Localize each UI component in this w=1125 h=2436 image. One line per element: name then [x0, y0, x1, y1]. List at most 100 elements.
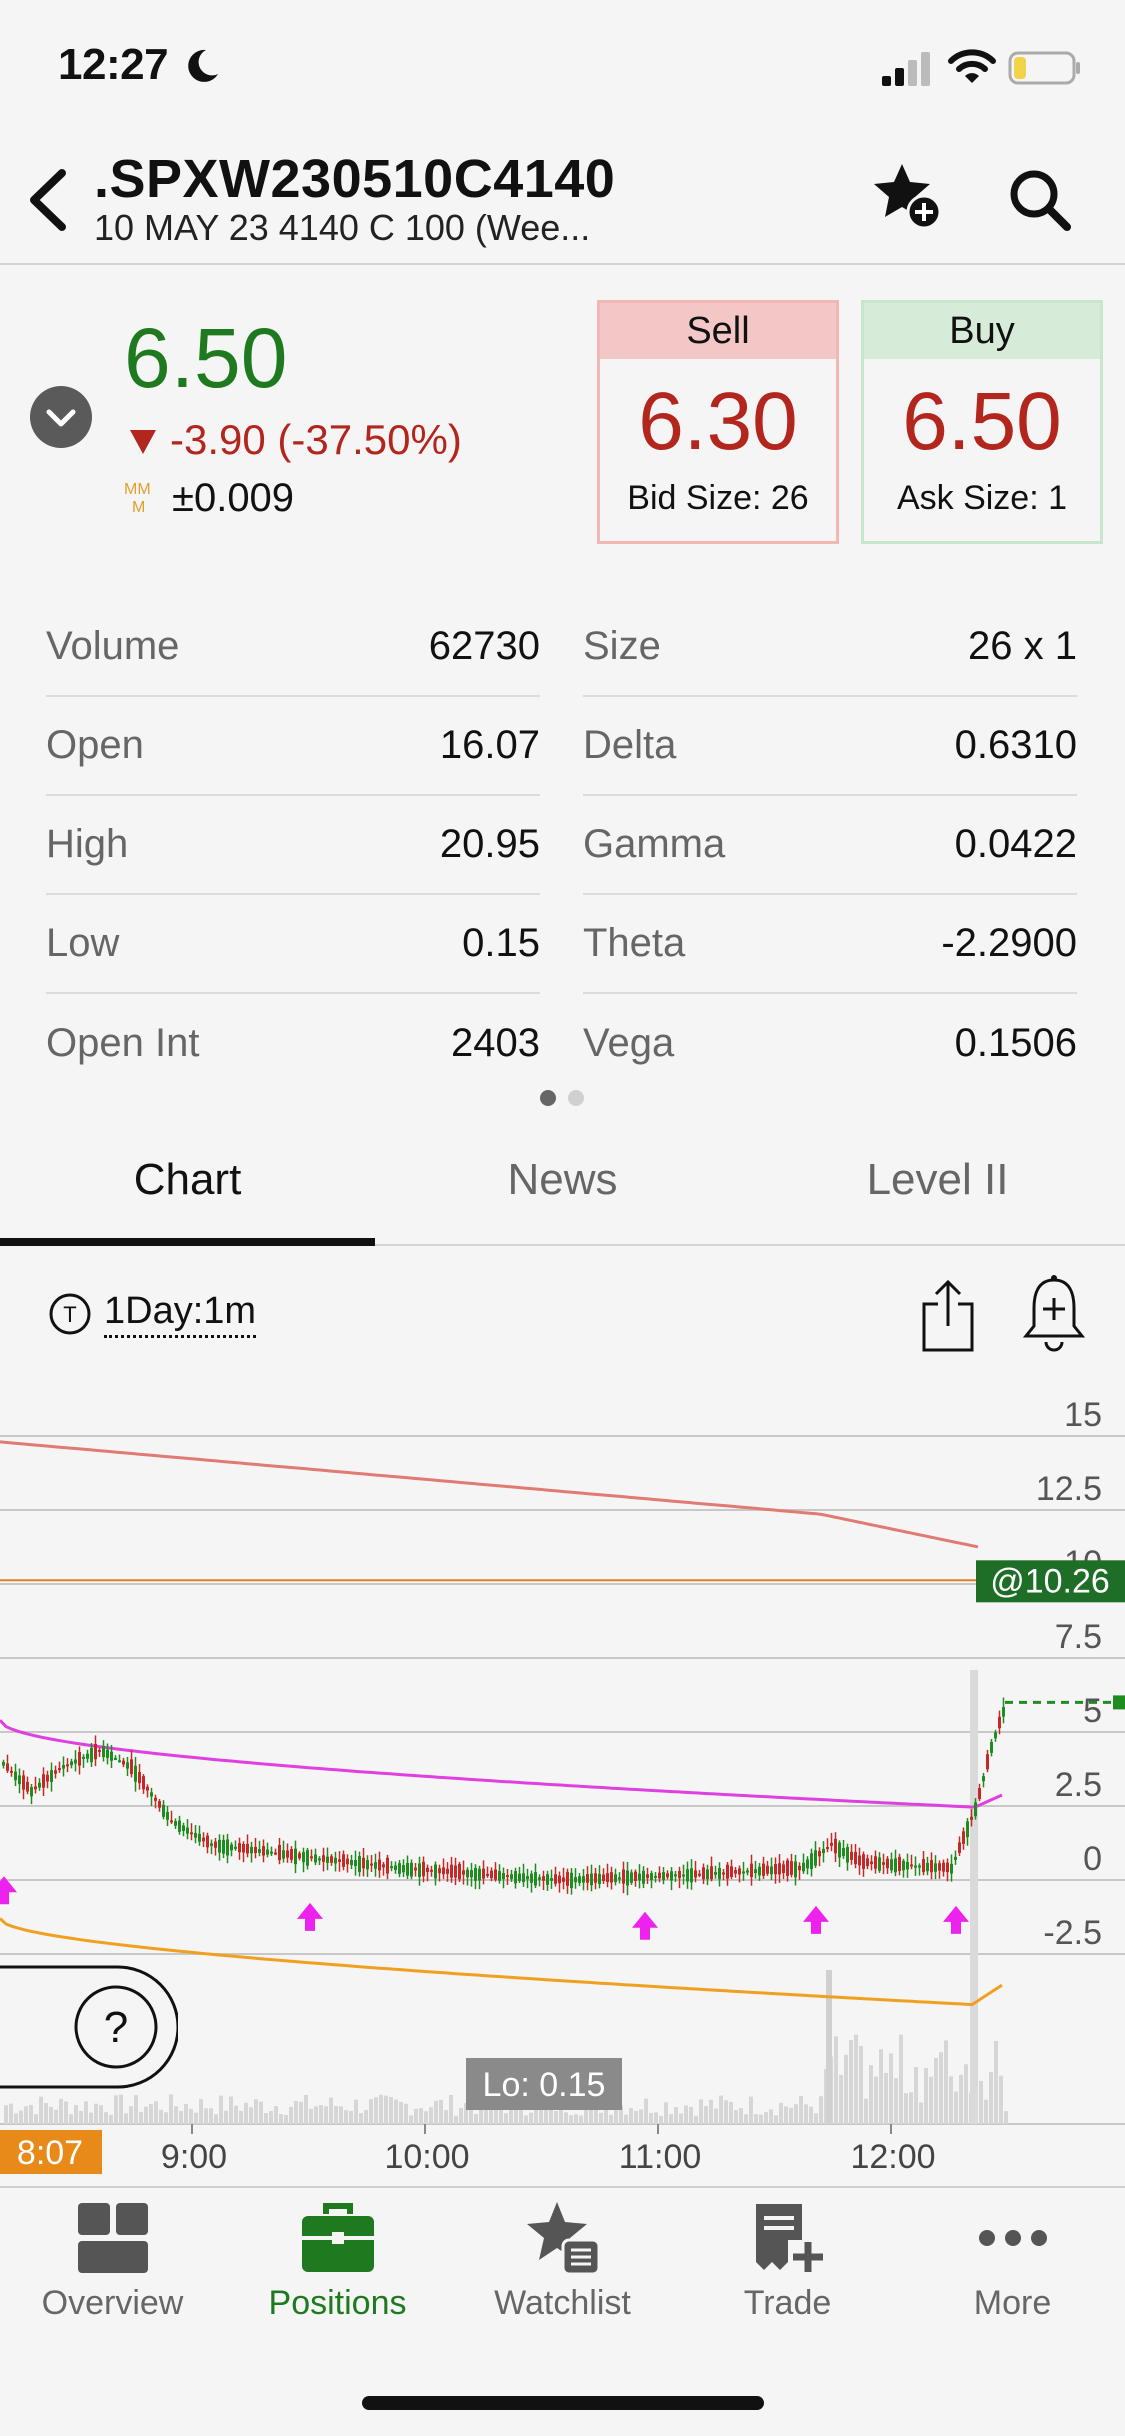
candle-body: [502, 1873, 505, 1880]
volume-bar: [954, 2091, 958, 2124]
back-chevron-icon[interactable]: [24, 165, 74, 235]
stat-row: Vega 0.1506: [583, 994, 1077, 1093]
volume-bar: [344, 2110, 348, 2124]
candle-body: [266, 1849, 269, 1855]
candle-body: [178, 1820, 181, 1832]
stat-value: 0.0422: [954, 822, 1077, 866]
volume-bar: [774, 2115, 778, 2124]
volume-bar: [79, 2110, 83, 2124]
stat-row: Open Int 2403: [46, 994, 540, 1093]
tab-chart[interactable]: Chart: [133, 1155, 242, 1204]
candle-body: [366, 1859, 369, 1870]
tabbar-positions[interactable]: Positions: [225, 2200, 450, 2323]
tabbar-more[interactable]: More: [900, 2200, 1125, 2323]
stat-label: Size: [583, 624, 661, 668]
volume-bar: [279, 2114, 283, 2124]
candle-body: [358, 1856, 361, 1873]
sell-button[interactable]: Sell 6.30 Bid Size: 26: [597, 300, 839, 544]
candle-body: [894, 1858, 897, 1873]
candle-body: [298, 1853, 301, 1859]
tab-news[interactable]: News: [507, 1155, 618, 1204]
stat-label: Low: [46, 921, 120, 965]
volume-bar: [569, 2115, 573, 2124]
tabbar-watchlist[interactable]: Watchlist: [450, 2200, 675, 2323]
help-button[interactable]: ?: [0, 1964, 178, 2090]
volume-bar: [474, 2114, 478, 2124]
candle-body: [426, 1867, 429, 1872]
volume-bar: [274, 2106, 278, 2124]
tab-level-ii[interactable]: Level II: [866, 1155, 1009, 1204]
candle-body: [818, 1850, 821, 1857]
stat-row: High 20.95: [46, 796, 540, 895]
candle-body: [378, 1859, 381, 1871]
collapse-quote-button[interactable]: [30, 386, 92, 448]
volume-bar: [29, 2104, 33, 2124]
candle-body: [334, 1857, 337, 1864]
candle-body: [866, 1858, 869, 1867]
volume-bar: [959, 2074, 963, 2124]
candle-body: [882, 1862, 885, 1865]
candle-body: [346, 1858, 349, 1865]
candle-body: [310, 1856, 313, 1859]
candle-body: [822, 1848, 825, 1854]
volume-bar: [14, 2113, 18, 2124]
buy-signal-arrow-icon: [803, 1905, 829, 1934]
volume-bar: [899, 2034, 903, 2124]
volume-bar: [234, 2105, 238, 2124]
add-to-watchlist-star-icon[interactable]: [872, 160, 944, 232]
volume-bar: [719, 2095, 723, 2124]
candle-body: [782, 1864, 785, 1874]
candle-body: [170, 1820, 173, 1823]
y-tick-label: 12.5: [1036, 1470, 1102, 1508]
volume-bar: [759, 2114, 763, 2124]
candle-body: [694, 1870, 697, 1878]
page-dot[interactable]: [568, 1090, 584, 1106]
candle-body: [758, 1866, 761, 1876]
candle-body: [918, 1865, 921, 1868]
volume-bar: [84, 2101, 88, 2124]
x-tick-label: 11:00: [619, 2138, 702, 2176]
volume-bar: [739, 2108, 743, 2124]
candle-body: [58, 1768, 61, 1771]
candle-body: [898, 1856, 901, 1872]
volume-bar: [799, 2096, 803, 2124]
volume-bar: [414, 2108, 418, 2124]
volume-bar: [424, 2111, 428, 2124]
candle-body: [634, 1871, 637, 1882]
candle-body: [842, 1847, 845, 1857]
middle-band-line: [0, 1719, 1003, 1809]
stat-row: Low 0.15: [46, 895, 540, 994]
price-change: -3.90 (-37.50%): [170, 416, 462, 463]
candle-body: [494, 1869, 497, 1880]
tabbar-trade[interactable]: Trade: [675, 2200, 900, 2323]
candle-body: [2, 1762, 5, 1766]
volume-bar: [699, 2099, 703, 2124]
wifi-icon: [948, 49, 996, 83]
volume-bar: [849, 2039, 853, 2124]
low-badge: Lo: 0.15: [483, 2066, 606, 2104]
candle-body: [490, 1870, 493, 1879]
candle-body: [794, 1861, 797, 1878]
tabbar-label: Positions: [268, 2284, 407, 2322]
stat-value: -2.2900: [941, 921, 1077, 965]
search-icon[interactable]: [1007, 167, 1073, 233]
candle-body: [678, 1871, 681, 1879]
candle-body: [278, 1844, 281, 1861]
chart-interval-selector[interactable]: 1Day:1m: [104, 1290, 257, 1338]
battery-icon: [1008, 51, 1080, 85]
candle-body: [342, 1854, 345, 1867]
page-dot-active[interactable]: [540, 1090, 556, 1106]
add-alert-bell-icon[interactable]: [1022, 1274, 1086, 1354]
candle-body: [618, 1877, 621, 1880]
share-icon[interactable]: [918, 1278, 978, 1354]
tabbar-overview[interactable]: Overview: [0, 2200, 225, 2323]
y-tick-label: 15: [1064, 1396, 1102, 1434]
volume-bar: [989, 2072, 993, 2124]
candle-body: [314, 1854, 317, 1863]
buy-button[interactable]: Buy 6.50 Ask Size: 1: [861, 300, 1103, 544]
timezone-icon[interactable]: T: [48, 1292, 92, 1336]
volume-bar: [304, 2094, 308, 2124]
volume-bar: [544, 2101, 548, 2124]
volume-bar: [1004, 2111, 1008, 2124]
